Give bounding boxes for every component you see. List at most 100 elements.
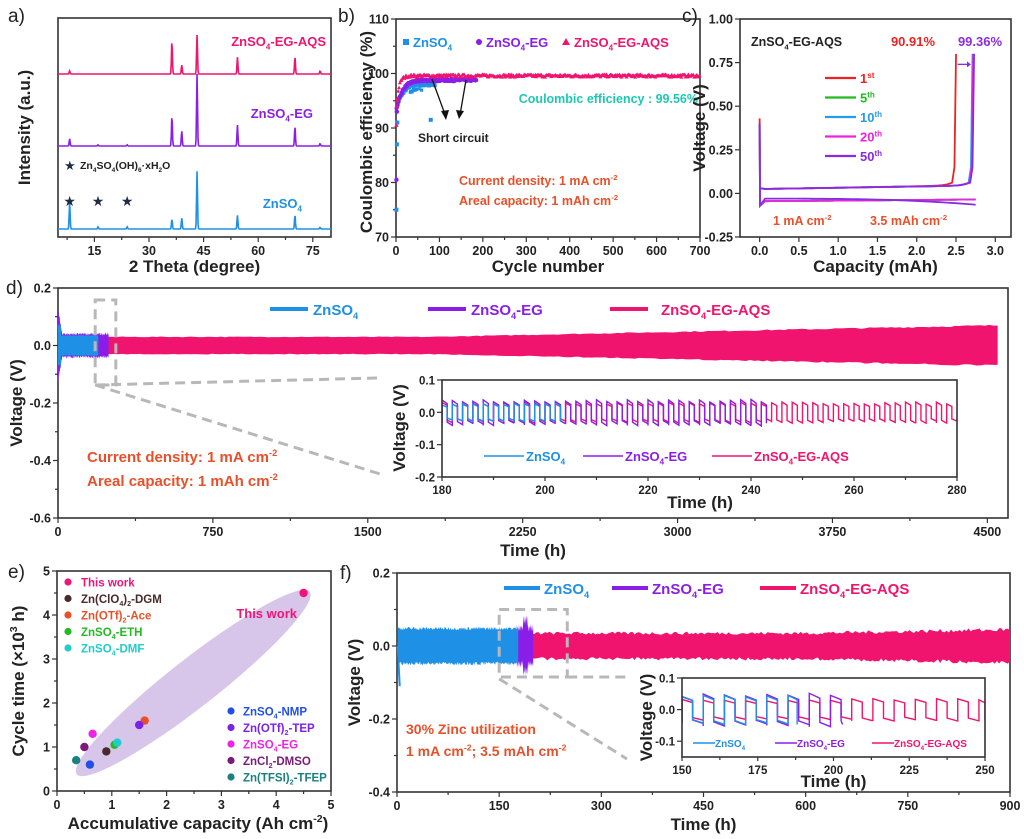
y-tick-label: 4 bbox=[43, 609, 50, 623]
x-tick-label: 0.0 bbox=[751, 244, 768, 258]
text-script: 4 bbox=[784, 43, 789, 52]
inset-x-axis-label: Time (h) bbox=[801, 772, 867, 791]
x-tick-label: 2 bbox=[163, 798, 170, 812]
y-tick-label: 2 bbox=[43, 697, 50, 711]
text-part: ZnSO bbox=[251, 106, 286, 121]
text-script: 2 bbox=[290, 779, 294, 787]
legend-marker-icon bbox=[227, 773, 235, 781]
inset-legend-label: ZnSO4-EG bbox=[797, 739, 845, 752]
x-tick-label: 250 bbox=[975, 765, 994, 777]
text-part: -EG-AQS bbox=[613, 35, 669, 50]
legend-label-znso4: ZnSO4 bbox=[413, 35, 453, 53]
y-tick-label: 0.0 bbox=[373, 640, 390, 654]
data-point-triangle bbox=[397, 80, 402, 85]
legend-label-znso4-eg: ZnSO4-EG bbox=[486, 35, 548, 53]
discharge-curve bbox=[758, 123, 976, 208]
legend-label: This work bbox=[81, 578, 135, 590]
text-script: 4 bbox=[274, 746, 278, 754]
series-band-znso4 bbox=[397, 626, 519, 666]
y-axis-label: Voltage (V) bbox=[345, 639, 364, 727]
x-tick-label: 2.0 bbox=[908, 244, 925, 258]
y-tick-label: 100 bbox=[368, 67, 389, 81]
text-script: 4 bbox=[609, 44, 614, 53]
text-script: 4 bbox=[660, 458, 665, 467]
text-script: 4 bbox=[521, 44, 526, 53]
series-band-znso4 bbox=[58, 323, 99, 368]
areal-capacity-annotation: Areal capacity: 1 mAh cm-2 bbox=[87, 472, 278, 490]
zoom-connector bbox=[95, 376, 378, 387]
text-part: ·xH bbox=[142, 160, 159, 172]
text-script: 4 bbox=[692, 590, 698, 600]
zoom-connector bbox=[94, 383, 381, 476]
text-part: Zn bbox=[80, 160, 93, 172]
inset-y-axis-label: Voltage (V) bbox=[390, 384, 409, 472]
y-tick-label: 0.25 bbox=[709, 143, 733, 157]
x-tick-label: 200 bbox=[535, 485, 554, 497]
data-point-square bbox=[414, 87, 419, 91]
text-script: -2 bbox=[270, 472, 278, 482]
star-marker-icon: ★ bbox=[121, 193, 134, 209]
legend-label-znso4: ZnSO4 bbox=[313, 302, 359, 321]
data-point-square bbox=[420, 88, 424, 92]
capacity-annotation: 3.5 mAh cm-2 bbox=[870, 213, 947, 228]
text-script: 4 bbox=[119, 600, 123, 608]
text-script: 4 bbox=[93, 167, 97, 174]
highlight-ellipse bbox=[75, 589, 311, 777]
data-point-circle bbox=[474, 78, 479, 83]
y-tick-label: 0.1 bbox=[419, 376, 436, 388]
first-cycle-ce: 90.91% bbox=[891, 34, 936, 49]
x-tick-label: 3000 bbox=[664, 525, 692, 539]
text-part: ZnSO bbox=[486, 35, 521, 50]
text-part: -EG bbox=[697, 581, 724, 598]
text-script: st bbox=[867, 71, 874, 80]
arrow-head-icon bbox=[456, 110, 464, 119]
y-tick-label: 1.00 bbox=[709, 13, 733, 27]
text-script: 4 bbox=[789, 458, 794, 467]
x-tick-label: 0 bbox=[393, 244, 400, 258]
x-tick-label: 4 bbox=[273, 798, 280, 812]
data-point bbox=[85, 760, 95, 769]
text-part: Current density: 1 mA cm bbox=[87, 449, 269, 466]
x-tick-label: 200 bbox=[472, 244, 493, 258]
x-tick-label: 5 bbox=[328, 798, 335, 812]
panel-a-frame bbox=[57, 17, 332, 238]
y-tick-label: 1 bbox=[43, 741, 50, 755]
legend-label-cycle: 50th bbox=[860, 149, 882, 164]
y-axis-label: Intensity (a.u.) bbox=[15, 70, 34, 185]
y-tick-label: 3 bbox=[43, 653, 50, 667]
panel-c-voltage-profile: c) 0.0 0.5 1.0 1.5 2.0 2.5 3.0 -0.25 0.00 0.25 0.50… bbox=[682, 6, 1012, 276]
current-annotation: 1 mA cm-2 bbox=[773, 213, 832, 228]
text-part: Zn(OTf) bbox=[81, 611, 123, 623]
data-point-triangle bbox=[455, 74, 460, 79]
data-point bbox=[135, 720, 144, 730]
data-point-square bbox=[428, 117, 433, 122]
xrd-series-line bbox=[58, 74, 331, 147]
x-tick-label: 750 bbox=[897, 799, 918, 813]
text-part: Zn(ClO bbox=[81, 594, 119, 606]
y-tick-label: 0.00 bbox=[709, 187, 733, 201]
y-tick-label: 0.50 bbox=[709, 100, 733, 114]
zoom-region-box bbox=[497, 608, 569, 679]
text-script: 2 bbox=[285, 729, 289, 737]
legend-marker-icon bbox=[64, 627, 72, 636]
text-script: th bbox=[874, 129, 882, 138]
series-label-znso4-eg-aqs: ZnSO4-EG-AQS bbox=[231, 34, 326, 52]
text-part: -DMSO bbox=[273, 756, 311, 768]
x-tick-label: 0 bbox=[55, 525, 62, 539]
arrow-line bbox=[431, 78, 447, 118]
text-part: -EG-AQS bbox=[793, 449, 849, 464]
text-part: Cycle time (×10 bbox=[9, 632, 28, 756]
x-tick-label: 15 bbox=[87, 244, 101, 258]
data-point-triangle bbox=[397, 85, 402, 90]
text-part: O bbox=[162, 160, 170, 172]
inset-legend-label: ZnSO4 bbox=[526, 449, 566, 467]
text-script: 2 bbox=[269, 762, 273, 770]
text-part: ZnCl bbox=[243, 756, 269, 768]
text-script: 3 bbox=[8, 626, 20, 632]
panel-a-xrd: a) 15 30 45 60 75 2 Theta (degree) Intensity (a… bbox=[8, 6, 332, 276]
text-script: 6 bbox=[138, 167, 142, 174]
legend-marker-icon bbox=[227, 707, 235, 715]
text-part: ZnSO bbox=[526, 449, 561, 464]
legend-circle-icon bbox=[476, 39, 482, 45]
text-part: Zn(OTf) bbox=[243, 723, 285, 735]
